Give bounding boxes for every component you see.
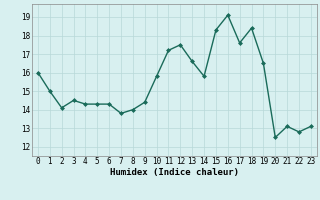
X-axis label: Humidex (Indice chaleur): Humidex (Indice chaleur) [110,168,239,177]
